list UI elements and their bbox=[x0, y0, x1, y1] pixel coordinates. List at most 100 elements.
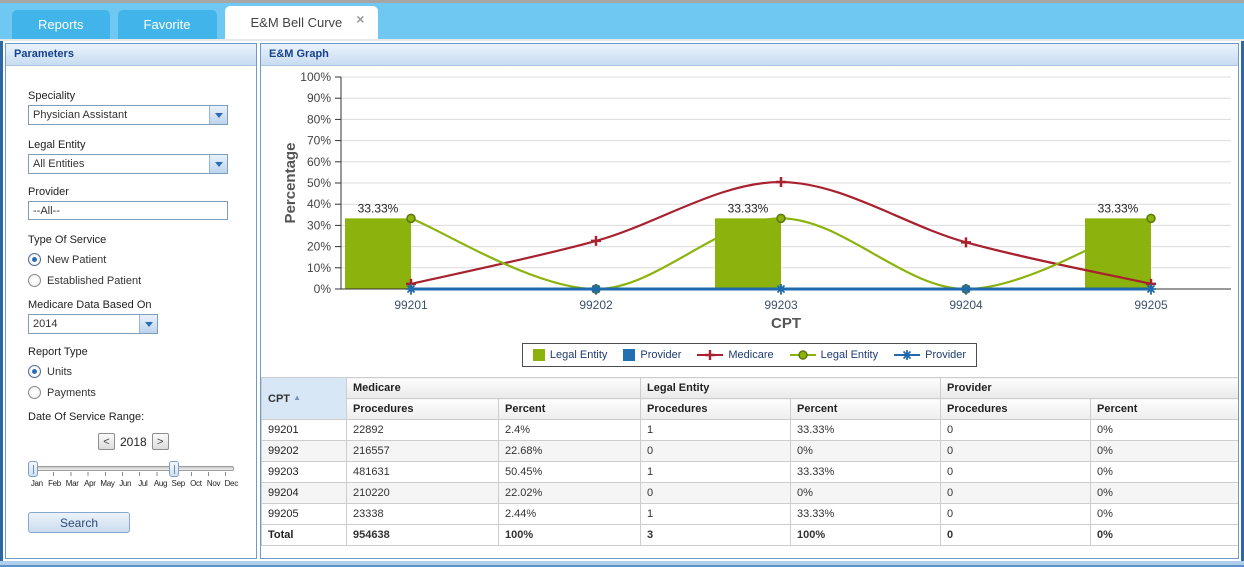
svg-text:50%: 50% bbox=[307, 176, 331, 190]
legend-item-medicare-line: Medicare bbox=[697, 349, 774, 361]
em-bell-curve-chart: 0% 10% 20% 30% 40% 50% 60% 70% 80% 90% 100% 33.33% 3… bbox=[282, 70, 1231, 332]
table-total-row: Total 954638 100% 3 100% 0 0% bbox=[261, 524, 1238, 546]
radio-established-patient[interactable]: Established Patient bbox=[28, 270, 256, 291]
slider-handle-end[interactable] bbox=[169, 461, 179, 477]
svg-text:40%: 40% bbox=[307, 197, 331, 211]
group-header-provider: Provider bbox=[940, 377, 1238, 399]
subheader-percent: Percent bbox=[1090, 398, 1238, 420]
svg-text:33.33%: 33.33% bbox=[358, 201, 399, 215]
search-button[interactable]: Search bbox=[28, 512, 130, 533]
prev-year-button[interactable]: < bbox=[98, 433, 115, 450]
table-row: 99204 210220 22.02% 0 0% 0 0% bbox=[261, 482, 1238, 504]
legal-entity-label: Legal Entity bbox=[28, 139, 86, 151]
next-year-button[interactable]: > bbox=[151, 433, 169, 450]
date-range-label: Date Of Service Range: bbox=[28, 411, 145, 423]
svg-text:CPT: CPT bbox=[771, 315, 801, 332]
window-top-strip bbox=[0, 0, 1244, 3]
svg-text:30%: 30% bbox=[307, 218, 331, 232]
slider-handle-start[interactable] bbox=[28, 461, 38, 477]
month-labels: Jan Feb Mar Apr May Jun Jul Aug Sep Oct Nov Dec bbox=[30, 479, 238, 488]
subheader-percent: Percent bbox=[497, 398, 642, 420]
svg-text:99205: 99205 bbox=[1134, 298, 1168, 312]
radio-payments[interactable]: Payments bbox=[28, 382, 256, 403]
group-header-legal-entity: Legal Entity bbox=[640, 377, 942, 399]
radio-label: Established Patient bbox=[47, 274, 142, 287]
year-value: 2018 bbox=[120, 434, 147, 449]
tab-reports[interactable]: Reports bbox=[12, 10, 110, 39]
tab-favorite[interactable]: Favorite bbox=[117, 10, 217, 39]
svg-text:60%: 60% bbox=[307, 155, 331, 169]
line-circle-marker-icon bbox=[789, 350, 816, 360]
svg-text:10%: 10% bbox=[307, 261, 331, 275]
medicare-data-label: Medicare Data Based On bbox=[28, 299, 152, 311]
subheader-procedures: Procedures bbox=[640, 398, 792, 420]
svg-text:90%: 90% bbox=[307, 91, 331, 105]
line-plus-marker-icon bbox=[697, 350, 724, 360]
type-of-service-label: Type Of Service bbox=[28, 234, 107, 246]
legal-entity-value: All Entities bbox=[33, 158, 85, 170]
em-graph-panel-title: E&M Graph bbox=[261, 44, 1238, 66]
radio-units[interactable]: Units bbox=[28, 361, 256, 382]
bar-swatch-icon bbox=[623, 349, 636, 361]
window-bottom-edge bbox=[0, 565, 1244, 567]
legend-item-provider-line: Provider bbox=[894, 349, 966, 361]
subheader-percent: Percent bbox=[790, 398, 942, 420]
parameters-panel-title: Parameters bbox=[6, 44, 256, 66]
chevron-down-icon[interactable] bbox=[209, 106, 227, 124]
svg-text:99204: 99204 bbox=[949, 298, 983, 312]
tab-em-bell-curve[interactable]: E&M Bell Curve × bbox=[224, 6, 379, 39]
radio-selected-icon bbox=[28, 365, 41, 378]
speciality-label: Speciality bbox=[28, 90, 76, 102]
table-row: 99201 22892 2.4% 1 33.33% 0 0% bbox=[261, 419, 1238, 441]
radio-selected-icon bbox=[28, 253, 41, 266]
bar-swatch-icon bbox=[532, 349, 545, 361]
radio-label: New Patient bbox=[47, 253, 107, 266]
provider-label: Provider bbox=[28, 186, 69, 198]
svg-text:99201: 99201 bbox=[394, 298, 428, 312]
chevron-down-icon[interactable] bbox=[209, 155, 227, 173]
svg-text:100%: 100% bbox=[300, 70, 331, 84]
provider-input[interactable] bbox=[28, 201, 228, 220]
close-icon[interactable]: × bbox=[356, 10, 365, 27]
slider-track[interactable] bbox=[28, 466, 234, 471]
month-range-slider[interactable] bbox=[28, 460, 234, 478]
radio-label: Payments bbox=[47, 386, 96, 399]
line-asterisk-marker-icon bbox=[894, 350, 921, 360]
radio-label: Units bbox=[47, 365, 73, 378]
legend-item-legal-entity-line: Legal Entity bbox=[789, 349, 878, 361]
medicare-year-value: 2014 bbox=[33, 318, 58, 330]
legal-entity-select[interactable]: All Entities bbox=[28, 154, 228, 174]
medicare-year-select[interactable]: 2014 bbox=[28, 314, 158, 334]
tab-label: E&M Bell Curve bbox=[250, 15, 343, 30]
radio-new-patient[interactable]: New Patient bbox=[28, 249, 256, 270]
svg-text:33.33%: 33.33% bbox=[1098, 201, 1139, 215]
subheader-procedures: Procedures bbox=[940, 398, 1092, 420]
sort-ascending-icon: ▲ bbox=[293, 392, 301, 402]
group-header-medicare: Medicare bbox=[345, 377, 642, 399]
legend-item-provider-bar: Provider bbox=[623, 349, 681, 361]
cpt-data-table: CPT ▲ Medicare Legal Entity Provider Pro… bbox=[261, 377, 1238, 546]
table-row: 99205 23338 2.44% 1 33.33% 0 0% bbox=[261, 503, 1238, 525]
parameters-panel: Parameters Speciality Physician Assistan… bbox=[5, 43, 257, 559]
radio-unselected-icon bbox=[28, 386, 41, 399]
subheader-procedures: Procedures bbox=[346, 398, 499, 420]
svg-text:80%: 80% bbox=[307, 112, 331, 126]
em-graph-panel: E&M Graph 0% 10% 20% 30% 40% 50% 60% 70% 80% 90% 1… bbox=[260, 43, 1239, 559]
year-stepper: < 2018 > bbox=[98, 433, 256, 450]
speciality-select[interactable]: Physician Assistant bbox=[28, 105, 228, 125]
main-content: Parameters Speciality Physician Assistan… bbox=[0, 41, 1244, 561]
cpt-column-header[interactable]: CPT ▲ bbox=[261, 377, 347, 420]
radio-unselected-icon bbox=[28, 274, 41, 287]
speciality-value: Physician Assistant bbox=[33, 109, 128, 121]
chevron-down-icon[interactable] bbox=[139, 315, 157, 333]
svg-text:33.33%: 33.33% bbox=[728, 201, 769, 215]
window-bottom-strip bbox=[0, 561, 1244, 565]
svg-text:99202: 99202 bbox=[579, 298, 613, 312]
chart-legend: Legal Entity Provider Medicare bbox=[521, 343, 978, 367]
svg-text:20%: 20% bbox=[307, 240, 331, 254]
svg-text:70%: 70% bbox=[307, 134, 331, 148]
table-row: 99202 216557 22.68% 0 0% 0 0% bbox=[261, 440, 1238, 462]
tab-bar: Reports Favorite E&M Bell Curve × bbox=[0, 3, 1244, 39]
svg-text:0%: 0% bbox=[314, 282, 332, 296]
report-type-label: Report Type bbox=[28, 346, 88, 358]
